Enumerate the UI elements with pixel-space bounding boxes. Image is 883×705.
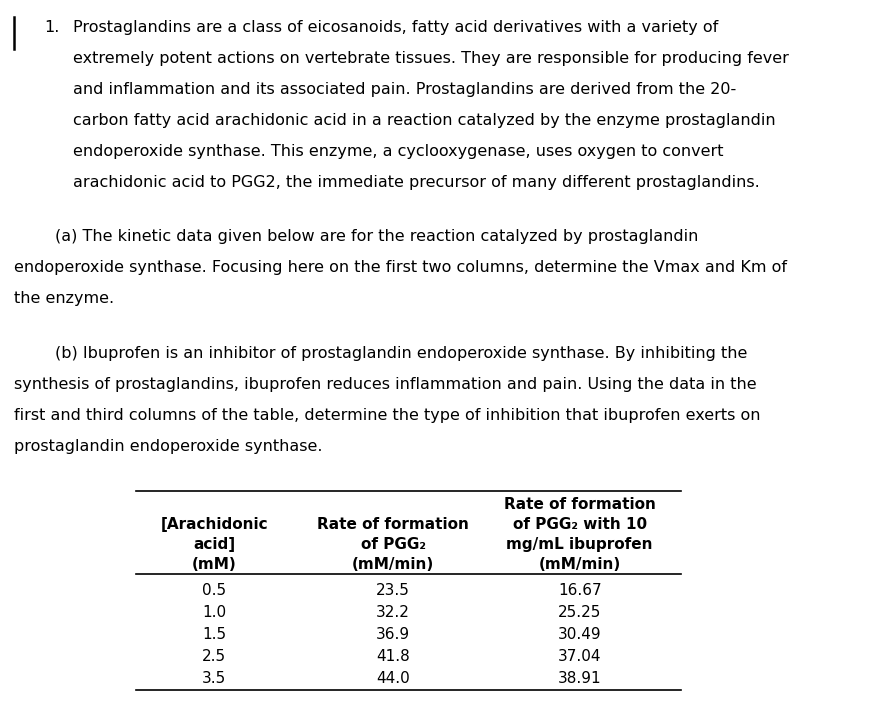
Text: and inflammation and its associated pain. Prostaglandins are derived from the 20: and inflammation and its associated pain… — [72, 82, 736, 97]
Text: 41.8: 41.8 — [376, 649, 410, 664]
Text: 2.5: 2.5 — [202, 649, 226, 664]
Text: 36.9: 36.9 — [376, 627, 410, 642]
Text: extremely potent actions on vertebrate tissues. They are responsible for produci: extremely potent actions on vertebrate t… — [72, 51, 789, 66]
Text: Rate of formation: Rate of formation — [317, 517, 469, 532]
Text: 38.91: 38.91 — [558, 670, 601, 686]
Text: (mM): (mM) — [192, 557, 237, 572]
Text: 1.5: 1.5 — [202, 627, 226, 642]
Text: (b) Ibuprofen is an inhibitor of prostaglandin endoperoxide synthase. By inhibit: (b) Ibuprofen is an inhibitor of prostag… — [13, 346, 747, 361]
Text: 0.5: 0.5 — [202, 583, 226, 598]
Text: endoperoxide synthase. Focusing here on the first two columns, determine the Vma: endoperoxide synthase. Focusing here on … — [13, 260, 787, 275]
Text: (mM/min): (mM/min) — [352, 557, 434, 572]
Text: 32.2: 32.2 — [376, 605, 410, 620]
Text: 37.04: 37.04 — [558, 649, 601, 664]
Text: acid]: acid] — [193, 537, 235, 552]
Text: first and third columns of the table, determine the type of inhibition that ibup: first and third columns of the table, de… — [13, 407, 760, 423]
Text: (a) The kinetic data given below are for the reaction catalyzed by prostaglandin: (a) The kinetic data given below are for… — [13, 229, 698, 245]
Text: 23.5: 23.5 — [376, 583, 410, 598]
Text: 1.0: 1.0 — [202, 605, 226, 620]
Text: mg/mL ibuprofen: mg/mL ibuprofen — [507, 537, 653, 552]
Text: the enzyme.: the enzyme. — [13, 291, 114, 306]
Text: endoperoxide synthase. This enzyme, a cyclooxygenase, uses oxygen to convert: endoperoxide synthase. This enzyme, a cy… — [72, 144, 723, 159]
Text: 25.25: 25.25 — [558, 605, 601, 620]
Text: synthesis of prostaglandins, ibuprofen reduces inflammation and pain. Using the : synthesis of prostaglandins, ibuprofen r… — [13, 376, 756, 392]
Text: 44.0: 44.0 — [376, 670, 410, 686]
Text: arachidonic acid to PGG2, the immediate precursor of many different prostaglandi: arachidonic acid to PGG2, the immediate … — [72, 175, 759, 190]
Text: (mM/min): (mM/min) — [539, 557, 621, 572]
Text: Prostaglandins are a class of eicosanoids, fatty acid derivatives with a variety: Prostaglandins are a class of eicosanoid… — [72, 20, 718, 35]
Text: 1.: 1. — [45, 20, 60, 35]
Text: carbon fatty acid arachidonic acid in a reaction catalyzed by the enzyme prostag: carbon fatty acid arachidonic acid in a … — [72, 113, 775, 128]
Text: [Arachidonic: [Arachidonic — [161, 517, 268, 532]
Text: of PGG₂ with 10: of PGG₂ with 10 — [513, 517, 646, 532]
Text: 3.5: 3.5 — [202, 670, 226, 686]
Text: 30.49: 30.49 — [558, 627, 601, 642]
Text: Rate of formation: Rate of formation — [504, 497, 656, 512]
Text: of PGG₂: of PGG₂ — [360, 537, 426, 552]
Text: prostaglandin endoperoxide synthase.: prostaglandin endoperoxide synthase. — [13, 439, 322, 453]
Text: 16.67: 16.67 — [558, 583, 601, 598]
